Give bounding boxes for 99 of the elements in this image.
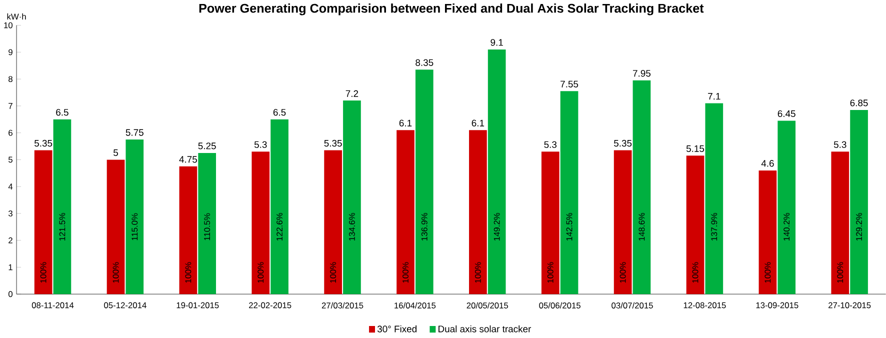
x-tick-label: 16/04/2015 [394, 302, 436, 308]
bar [758, 170, 777, 294]
data-label: 4.6 [761, 160, 774, 167]
data-label: 7.2 [346, 90, 358, 97]
annotation: 100% [330, 262, 336, 283]
annotation: 110.5% [204, 213, 210, 240]
data-label: 5.3 [254, 141, 267, 148]
annotation: 100% [837, 262, 844, 283]
bar [686, 156, 704, 294]
annotation: 134.6% [348, 212, 355, 240]
annotation: 100% [547, 262, 554, 283]
legend-label: 30° Fixed [377, 325, 416, 332]
annotation: 149.2% [494, 212, 500, 240]
x-tick-label: 19-01-2015 [176, 302, 219, 308]
y-axis-title: kW·h [7, 13, 26, 20]
annotation: 100% [40, 262, 46, 283]
data-label: 5 [114, 149, 118, 156]
y-tick-label: 8 [8, 76, 12, 82]
annotation: 100% [258, 262, 264, 283]
bar [270, 119, 288, 294]
annotation: 137.9% [711, 212, 718, 240]
annotation: 100% [764, 262, 771, 283]
y-tick-label: 2 [8, 237, 12, 244]
bar [106, 160, 125, 294]
x-tick-label: 05-12-2014 [104, 302, 146, 308]
annotation: 100% [692, 262, 698, 283]
x-tick-label: 03/07/2015 [612, 302, 653, 308]
bar [541, 152, 560, 294]
data-label: 8.35 [416, 59, 434, 66]
x-tick-label: 12-08-2015 [684, 302, 726, 308]
x-tick-label: 27-10-2015 [828, 302, 871, 308]
data-label: 7.55 [560, 80, 578, 88]
bar [34, 150, 52, 294]
x-tick-label: 13-09-2015 [756, 302, 798, 308]
bar [632, 80, 651, 294]
x-tick-label: 08-11-2014 [32, 302, 74, 308]
annotation: 100% [620, 262, 626, 283]
bar [198, 152, 216, 294]
bar [831, 152, 850, 294]
bar [324, 150, 342, 294]
annotation: 140.2% [784, 212, 790, 240]
data-label: 5.3 [834, 141, 846, 148]
data-label: 6.85 [850, 100, 868, 106]
data-label: 6.5 [56, 108, 68, 116]
annotation: 142.5% [566, 212, 572, 240]
bar [469, 130, 487, 294]
annotation: 148.6% [638, 212, 645, 240]
x-tick-label: 22-02-2015 [249, 302, 292, 308]
annotation: 122.6% [276, 212, 282, 240]
bar [705, 103, 724, 294]
y-tick-label: 1 [8, 264, 12, 270]
data-label: 6.1 [399, 120, 412, 126]
data-label: 6.45 [778, 110, 796, 118]
annotation: 129.2% [856, 212, 862, 240]
data-label: 4.75 [179, 156, 197, 163]
data-label: 7.95 [633, 70, 651, 77]
y-tick-label: 4 [8, 184, 13, 190]
y-tick-label: 0 [8, 291, 13, 298]
data-label: 5.25 [198, 142, 216, 150]
annotation: 100% [402, 262, 408, 283]
y-tick-label: 7 [8, 103, 12, 109]
annotation: 121.5% [59, 212, 66, 240]
data-label: 5.35 [614, 140, 632, 147]
bar [396, 130, 414, 294]
data-label: 5.35 [34, 140, 52, 147]
y-tick-label: 3 [8, 210, 12, 216]
annotation: 100% [185, 262, 192, 283]
x-tick-label: 27/03/2015 [322, 302, 364, 308]
data-label: 7.1 [708, 93, 720, 100]
y-tick-label: 10 [4, 22, 13, 28]
bar [488, 49, 506, 294]
y-tick-label: 6 [8, 130, 12, 136]
bar [252, 152, 270, 294]
annotation: 100% [112, 262, 119, 283]
y-tick-label: 9 [8, 49, 12, 56]
data-label: 5.3 [544, 141, 557, 148]
y-tick-label: 5 [8, 156, 12, 163]
bar [560, 91, 578, 294]
annotation: 100% [474, 262, 481, 283]
data-label: 5.35 [324, 140, 342, 147]
annotation: 115.0% [132, 213, 138, 240]
bar [415, 70, 434, 294]
annotation: 136.9% [421, 212, 428, 240]
x-tick-label: 20/05/2015 [466, 302, 508, 308]
data-label: 6.5 [273, 108, 286, 116]
bar [126, 140, 144, 294]
bar [850, 110, 868, 294]
data-label: 5.75 [126, 129, 144, 136]
bar [778, 120, 796, 294]
chart-title: Power Generating Comparision between Fixed and Dual Axis Solar Tracking Bracket [199, 4, 704, 16]
bar [53, 119, 72, 294]
bar [614, 150, 632, 294]
data-label: 9.1 [490, 39, 503, 46]
data-label: 6.1 [472, 120, 484, 126]
legend-label: Dual axis solar tracker [438, 325, 532, 332]
data-label: 5.15 [686, 145, 704, 152]
x-tick-label: 05/06/2015 [539, 302, 580, 308]
bar [179, 166, 198, 294]
bar [343, 100, 361, 294]
